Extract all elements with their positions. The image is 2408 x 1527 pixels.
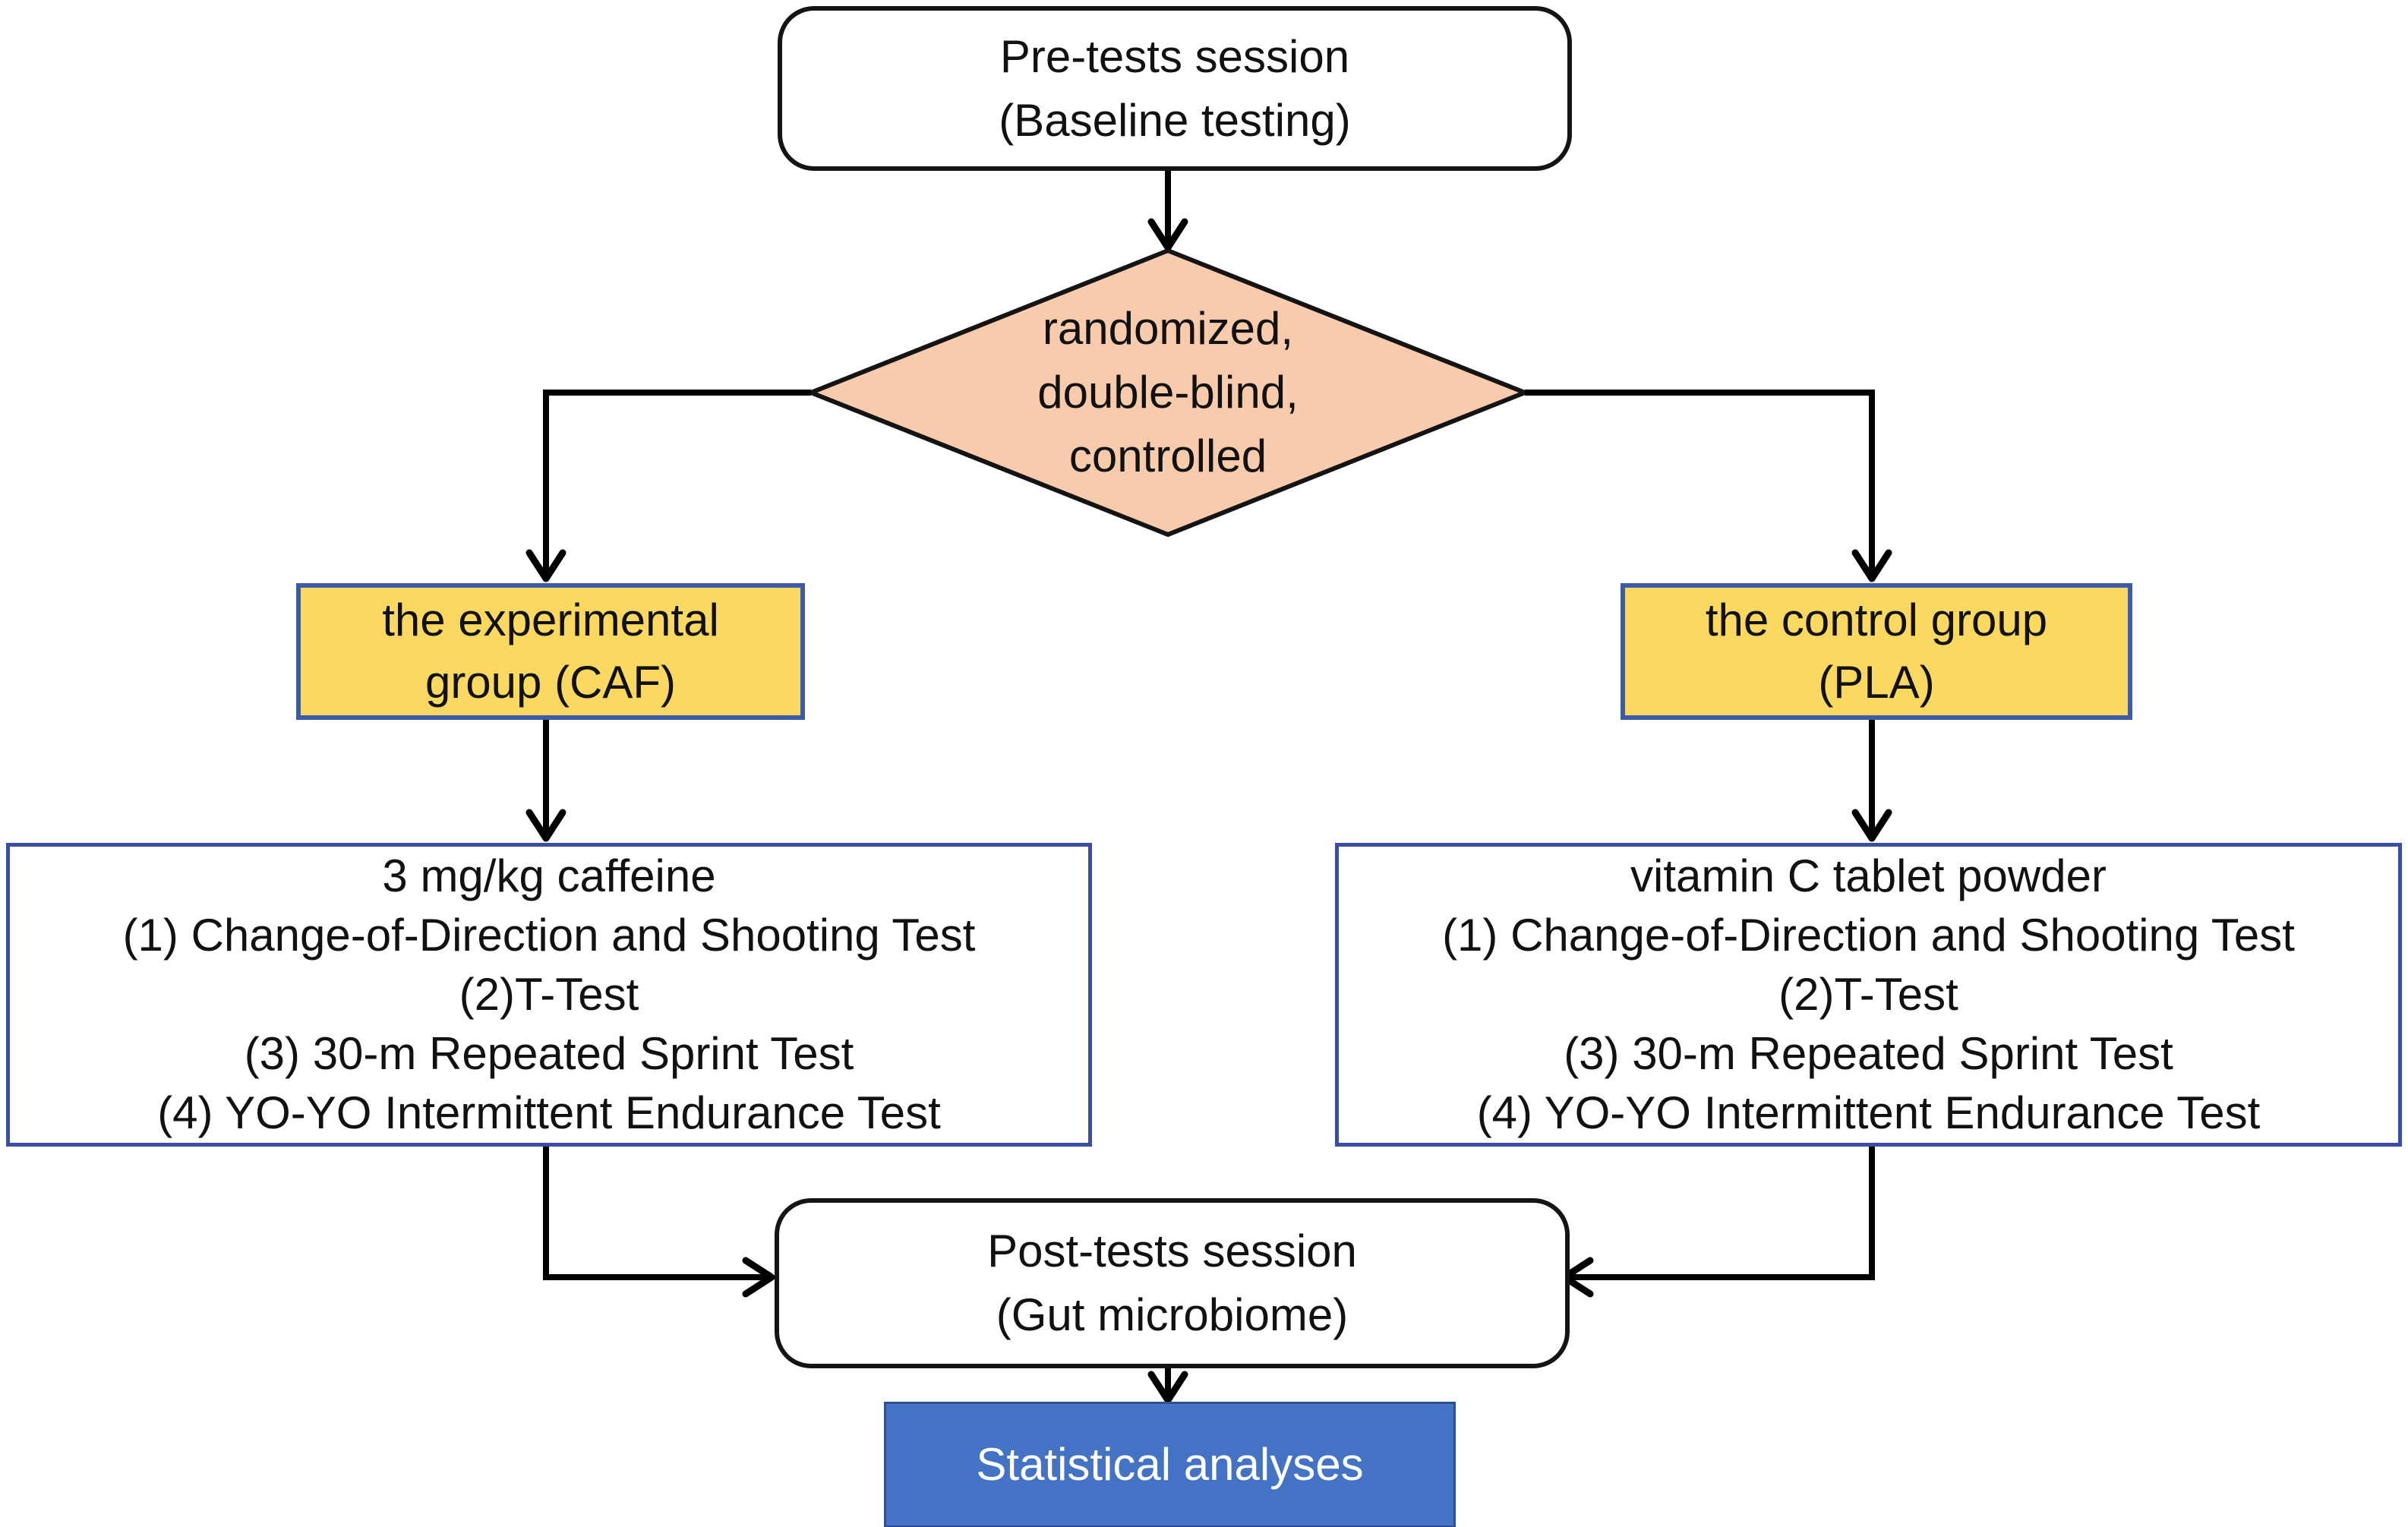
pla-protocol-line: (2)T-Test — [1778, 969, 1958, 1020]
statistical-analyses-label: Statistical analyses — [976, 1439, 1364, 1490]
arrowhead-right-posttests — [742, 1257, 775, 1298]
caf-protocol-line: (1) Change-of-Direction and Shooting Tes… — [122, 910, 976, 961]
pla-protocol-line: (3) 30-m Repeated Sprint Test — [1564, 1028, 2173, 1079]
decision-line3: controlled — [1068, 431, 1267, 481]
arrowhead-down-pla — [1851, 809, 1892, 842]
caf-protocol-line: (3) 30-m Repeated Sprint Test — [244, 1028, 854, 1079]
control-group-line1: the control group — [1705, 595, 2048, 645]
experimental-group-line2: group (CAF) — [424, 657, 677, 708]
pla-protocol-box: vitamin C tablet powder (1) Change-of-Di… — [1335, 843, 2402, 1147]
pla-protocol-line: vitamin C tablet powder — [1630, 850, 2107, 901]
caf-protocol-line: 3 mg/kg caffeine — [382, 850, 716, 901]
arrowhead-down-experimental — [525, 549, 566, 582]
arrowhead-down-caf — [525, 809, 566, 842]
experimental-group-line1: the experimental — [382, 595, 719, 645]
control-group-box: the control group (PLA) — [1621, 583, 2132, 720]
arrowhead-down-decision — [1147, 218, 1188, 251]
pla-protocol-line: (1) Change-of-Direction and Shooting Tes… — [1442, 910, 2295, 961]
post-tests-line1: Post-tests session — [987, 1226, 1357, 1276]
connector-decision-to-experimental — [543, 390, 811, 577]
decision-line1: randomized, — [1042, 303, 1294, 354]
arrowhead-down-control — [1851, 549, 1892, 582]
control-group-line2: (PLA) — [1818, 657, 1935, 708]
caf-protocol-box: 3 mg/kg caffeine (1) Change-of-Direction… — [6, 843, 1092, 1147]
pre-tests-line1: Pre-tests session — [999, 30, 1350, 82]
caf-protocol-line: (2)T-Test — [459, 969, 639, 1020]
connector-decision-to-control — [1525, 390, 1875, 577]
caf-protocol-line: (4) YO-YO Intermittent Endurance Test — [157, 1087, 941, 1138]
experimental-group-box: the experimental group (CAF) — [296, 583, 805, 720]
post-tests-line2: (Gut microbiome) — [996, 1289, 1349, 1340]
decision-diamond-label: randomized, double-blind, controlled — [887, 297, 1449, 488]
connector-pla-to-posttests — [1566, 1139, 1875, 1280]
decision-diamond-shape — [804, 248, 1532, 538]
arrowhead-down-statistical — [1147, 1371, 1188, 1404]
pla-protocol-line: (4) YO-YO Intermittent Endurance Test — [1476, 1087, 2261, 1138]
connector-caf-to-posttests — [543, 1139, 770, 1280]
decision-line2: double-blind, — [1037, 367, 1299, 418]
post-tests-box: Post-tests session (Gut microbiome) — [775, 1198, 1570, 1368]
pre-tests-box: Pre-tests session (Baseline testing) — [778, 6, 1572, 171]
pre-tests-line2: (Baseline testing) — [999, 94, 1351, 146]
statistical-analyses-box: Statistical analyses — [884, 1402, 1456, 1527]
